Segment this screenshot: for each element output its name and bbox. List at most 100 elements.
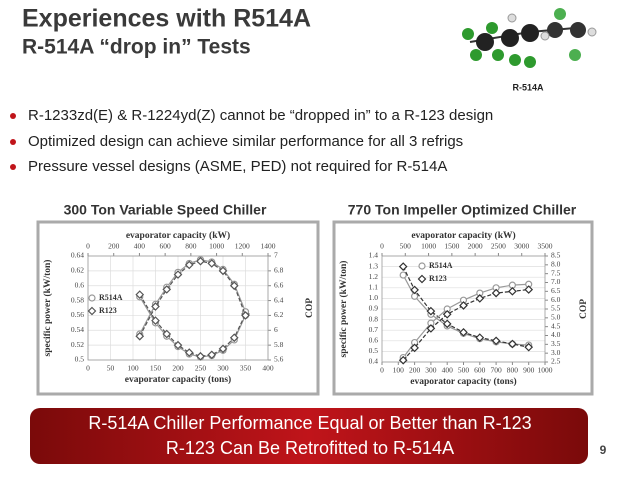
title: Experiences with R514A bbox=[22, 5, 311, 33]
x-tick-label: 0 bbox=[86, 364, 90, 373]
molecule bbox=[462, 8, 597, 68]
bullet: Pressure vessel designs (ASME, PED) not … bbox=[28, 158, 447, 175]
y-tick-label: 0.6 bbox=[369, 336, 379, 345]
y-tick-label: 0.5 bbox=[369, 346, 379, 355]
y2-axis-label: COP bbox=[305, 298, 315, 318]
y2-tick-label: 8.0 bbox=[551, 260, 561, 269]
point bbox=[196, 351, 205, 361]
x2-tick-label: 1200 bbox=[235, 242, 250, 251]
point bbox=[410, 343, 419, 353]
point bbox=[173, 340, 183, 350]
y-tick-label: 0.7 bbox=[369, 325, 379, 334]
y-tick-label: 0.64 bbox=[71, 251, 84, 260]
x2-tick-label: 2500 bbox=[491, 242, 506, 251]
y-tick-label: 0.58 bbox=[71, 295, 84, 304]
y2-tick-label: 6 bbox=[274, 325, 278, 334]
x-tick-label: 150 bbox=[150, 364, 162, 373]
x2-tick-label: 0 bbox=[86, 242, 90, 251]
y2-tick-label: 5.0 bbox=[551, 313, 561, 322]
y2-tick-label: 6.0 bbox=[551, 295, 561, 304]
legend-label: R514A bbox=[429, 261, 453, 270]
x2-tick-label: 400 bbox=[134, 242, 146, 251]
series-line bbox=[139, 294, 247, 357]
legend-label: R123 bbox=[429, 274, 447, 283]
bullet-list: R-1233zd(E) & R-1224yd(Z) cannot be “dro… bbox=[10, 107, 493, 175]
x2-tick-label: 0 bbox=[380, 242, 384, 251]
x2-tick-label: 1400 bbox=[261, 242, 276, 251]
point bbox=[151, 302, 160, 311]
banner bbox=[30, 408, 588, 464]
bullet: Optimized design can achieve similar per… bbox=[28, 133, 463, 150]
y2-tick-label: 3.5 bbox=[551, 339, 561, 348]
point bbox=[135, 331, 145, 341]
plot-area bbox=[381, 255, 546, 363]
x2-tick-label: 1000 bbox=[209, 242, 224, 251]
x-tick-label: 600 bbox=[474, 366, 486, 375]
y2-tick-label: 3.0 bbox=[551, 348, 561, 357]
y-tick-label: 1.0 bbox=[369, 293, 379, 302]
x-tick-label: 250 bbox=[195, 364, 207, 373]
y-tick-label: 1.4 bbox=[369, 251, 379, 260]
legend-label: R123 bbox=[99, 306, 117, 315]
plot-area bbox=[87, 255, 269, 361]
point bbox=[398, 262, 408, 271]
x-tick-label: 400 bbox=[262, 364, 274, 373]
point bbox=[491, 288, 501, 298]
chart: 0.5 0.52 0.54 0.56 0.58 0.6 0.62 0.64 5.6 5.8 6 6.2… bbox=[36, 220, 320, 396]
point bbox=[491, 336, 501, 346]
y-tick-label: 0.52 bbox=[71, 340, 84, 349]
x2-axis-label: evaporator capacity (kW) bbox=[411, 230, 515, 241]
y-tick-label: 0.6 bbox=[75, 280, 85, 289]
point bbox=[475, 294, 485, 303]
bullet-dot bbox=[10, 139, 16, 145]
x-tick-label: 500 bbox=[458, 366, 470, 375]
y2-tick-label: 6.6 bbox=[274, 280, 284, 289]
point bbox=[459, 301, 468, 310]
y2-tick-label: 6.2 bbox=[274, 310, 284, 319]
y-tick-label: 0.9 bbox=[369, 304, 379, 313]
point bbox=[218, 266, 228, 276]
x-tick-label: 800 bbox=[507, 366, 519, 375]
point bbox=[426, 324, 436, 333]
x2-tick-label: 500 bbox=[400, 242, 412, 251]
x2-tick-label: 1000 bbox=[421, 242, 436, 251]
series-line bbox=[139, 260, 247, 337]
x2-tick-label: 1500 bbox=[444, 242, 459, 251]
x2-tick-label: 800 bbox=[185, 242, 197, 251]
point bbox=[218, 344, 228, 354]
chart: 0.40.50.60.70.80.91.01.11.21.31.42.53.03… bbox=[332, 220, 594, 396]
y-tick-label: 1.2 bbox=[369, 272, 379, 281]
y-tick-label: 0.62 bbox=[71, 266, 84, 275]
point bbox=[229, 333, 239, 343]
point bbox=[410, 285, 419, 295]
y-tick-label: 0.5 bbox=[75, 355, 85, 364]
point bbox=[207, 259, 217, 268]
molecule-label: R-514A bbox=[512, 82, 544, 92]
x-tick-label: 100 bbox=[393, 366, 405, 375]
x2-tick-label: 3000 bbox=[514, 242, 529, 251]
y-tick-label: 0.8 bbox=[369, 314, 379, 323]
bullet-dot bbox=[10, 164, 16, 170]
y-tick-label: 1.3 bbox=[369, 261, 379, 270]
legend-marker bbox=[418, 262, 426, 270]
legend-marker bbox=[87, 306, 97, 316]
x2-tick-label: 200 bbox=[108, 242, 120, 251]
point bbox=[426, 306, 436, 316]
subtitle: R-514A “drop in” Tests bbox=[22, 36, 251, 59]
y2-tick-label: 6.4 bbox=[274, 295, 284, 304]
point bbox=[184, 260, 194, 270]
y2-axis-label: COP bbox=[579, 299, 589, 319]
y2-tick-label: 5.6 bbox=[274, 355, 284, 364]
x-tick-label: 900 bbox=[523, 366, 535, 375]
point bbox=[229, 281, 239, 291]
x-tick-label: 100 bbox=[127, 364, 139, 373]
x-axis-label: evaporator capacity (tons) bbox=[125, 374, 231, 385]
banner-line: R-514A Chiller Performance Equal or Bett… bbox=[88, 413, 531, 433]
point bbox=[184, 348, 194, 357]
y-tick-label: 0.54 bbox=[71, 325, 84, 334]
point bbox=[196, 256, 205, 266]
point bbox=[508, 286, 517, 296]
bullet-dot bbox=[10, 113, 16, 119]
banner-line: R-123 Can Be Retrofitted to R-514A bbox=[166, 438, 454, 458]
x-tick-label: 0 bbox=[380, 366, 384, 375]
